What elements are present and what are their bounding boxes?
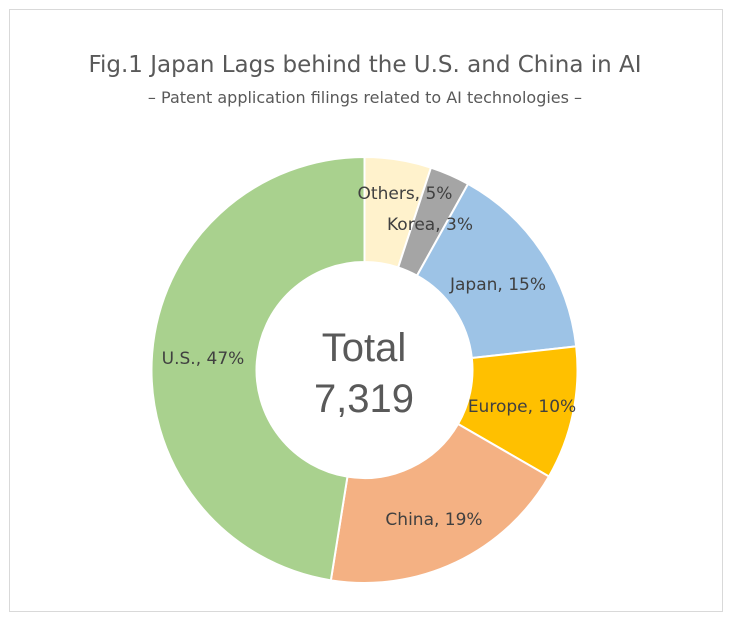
data-label: Japan, 15%	[449, 275, 546, 295]
data-label: Others, 5%	[358, 184, 453, 204]
chart-subtitle: – Patent application filings related to …	[147, 88, 583, 107]
data-label: Korea, 3%	[387, 215, 473, 235]
data-label: U.S., 47%	[162, 349, 245, 369]
slice-japan	[415, 182, 578, 360]
slice-china	[329, 422, 551, 584]
data-label: Europe, 10%	[468, 397, 576, 417]
chart-title: Fig.1 Japan Lags behind the U.S. and Chi…	[88, 52, 642, 78]
center-label-value: 7,319	[314, 377, 414, 421]
center-label-total: Total	[322, 326, 407, 370]
data-label: China, 19%	[385, 510, 482, 530]
slice-us	[150, 155, 366, 582]
